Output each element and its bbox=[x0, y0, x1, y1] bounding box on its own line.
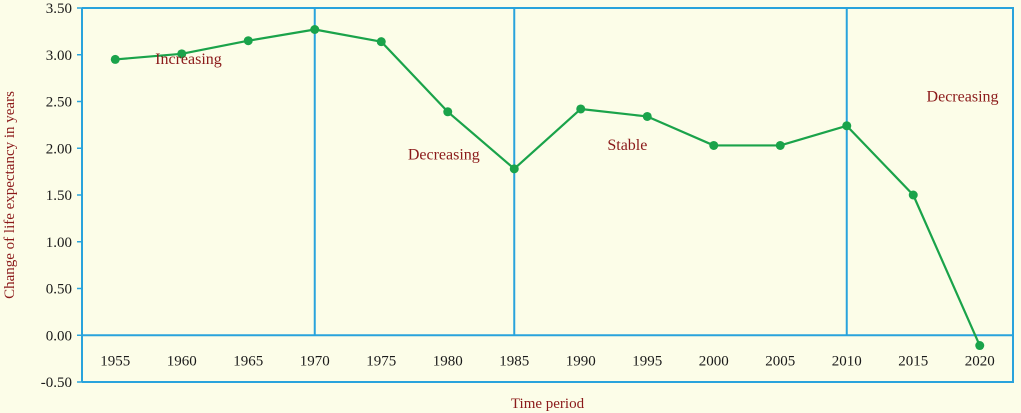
data-point bbox=[642, 111, 652, 121]
y-tick-label: 3.50 bbox=[46, 1, 72, 17]
y-tick-label: 2.00 bbox=[46, 141, 72, 157]
data-point bbox=[310, 25, 320, 35]
x-tick-label: 2000 bbox=[699, 353, 729, 369]
y-tick-label: 1.50 bbox=[46, 188, 72, 204]
y-tick-label: 0.00 bbox=[46, 328, 72, 344]
data-point bbox=[576, 104, 586, 114]
data-point bbox=[842, 121, 852, 131]
x-tick-label: 2020 bbox=[965, 353, 995, 369]
x-tick-label: 2015 bbox=[898, 353, 928, 369]
y-axis-title: Change of life expectancy in years bbox=[2, 91, 18, 299]
data-point bbox=[709, 140, 719, 150]
x-tick-label: 1960 bbox=[167, 353, 197, 369]
x-axis-title: Time period bbox=[511, 396, 585, 412]
x-tick-label: 1980 bbox=[433, 353, 463, 369]
data-point bbox=[775, 140, 785, 150]
x-tick-label: 1995 bbox=[632, 353, 662, 369]
plot-border bbox=[82, 7, 1014, 383]
x-axis-ticks: 1955 1960 1965 1970 1975 1980 1985 1990 1995 2000… bbox=[100, 353, 995, 369]
data-points bbox=[110, 25, 985, 351]
x-tick-label: 1955 bbox=[100, 353, 130, 369]
period-annotation: Increasing bbox=[155, 51, 222, 68]
data-point bbox=[376, 37, 386, 47]
y-tick-label: -0.50 bbox=[41, 375, 72, 391]
data-point bbox=[509, 164, 519, 174]
data-point bbox=[177, 49, 187, 59]
period-annotation: Decreasing bbox=[408, 146, 480, 163]
data-point bbox=[443, 107, 453, 117]
x-tick-label: 1965 bbox=[233, 353, 263, 369]
data-point bbox=[110, 54, 120, 64]
data-point bbox=[908, 190, 918, 200]
y-tick-label: 2.50 bbox=[46, 95, 72, 111]
x-tick-label: 2010 bbox=[832, 353, 862, 369]
period-annotation: Decreasing bbox=[927, 89, 999, 106]
x-tick-label: 1990 bbox=[566, 353, 596, 369]
x-tick-label: 1975 bbox=[366, 353, 396, 369]
y-tick-label: 1.00 bbox=[46, 235, 72, 251]
y-axis-ticks: 3.50 3.00 2.50 2.00 1.50 1.00 0.50 0.00 -0.50 bbox=[41, 1, 82, 391]
y-tick-label: 3.00 bbox=[46, 48, 72, 64]
y-tick-label: 0.50 bbox=[46, 282, 72, 298]
series-line-layer bbox=[115, 28, 981, 346]
x-tick-label: 2005 bbox=[765, 353, 795, 369]
x-tick-label: 1970 bbox=[300, 353, 330, 369]
period-annotation: Stable bbox=[607, 137, 647, 154]
x-tick-label: 1985 bbox=[499, 353, 529, 369]
data-point bbox=[243, 36, 253, 46]
series-line bbox=[115, 28, 981, 346]
data-point bbox=[975, 341, 985, 351]
annotations: Increasing Decreasing Stable Decreasing bbox=[155, 51, 998, 163]
